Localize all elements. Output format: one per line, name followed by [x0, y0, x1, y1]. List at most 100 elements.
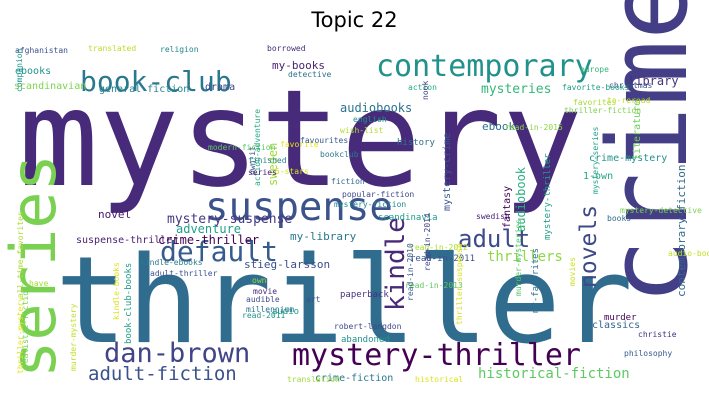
- word-read-in-2013: read-in-2013: [405, 281, 463, 290]
- word-mystery-detective: mystery-detective: [620, 206, 702, 215]
- word-novels: novels: [576, 205, 602, 288]
- word-have: have: [29, 279, 48, 288]
- word-mystery-thriller: mystery-thriller: [292, 338, 581, 373]
- word-dan-brown: dan-brown: [104, 338, 250, 369]
- word-mystery: mystery: [18, 61, 583, 217]
- word-adventure: adventure: [176, 222, 241, 236]
- word-scandinavia: scandinavia: [378, 213, 438, 223]
- word-novel: novel: [98, 208, 131, 221]
- word-crime-mystery: crime-mystery: [589, 153, 667, 164]
- word-crime: crime: [584, 0, 709, 305]
- word-translated: translated: [88, 44, 136, 53]
- word-nook: nook: [421, 81, 430, 100]
- word-adult-thriller: adult-thriller: [150, 269, 218, 278]
- word-ebooks: ebooks: [15, 66, 51, 77]
- word-audiobooks: audiobooks: [340, 101, 412, 115]
- word-movies: movies: [568, 257, 577, 286]
- word-classics: classics: [592, 320, 640, 331]
- word-all-time-favorites: all-time-favorites: [16, 211, 25, 298]
- word-suspense: suspense: [205, 185, 393, 230]
- word-kindle: kindle: [381, 217, 411, 311]
- word-default: default: [160, 235, 278, 268]
- word-general-fiction: general-fiction: [99, 84, 189, 95]
- word-audio-books: audio-books: [668, 249, 709, 258]
- word-art: art: [306, 295, 321, 304]
- word-modern-fiction: modern-fiction: [208, 143, 276, 152]
- word-historical: historical: [415, 375, 463, 384]
- word-own: own: [252, 276, 267, 285]
- word-my-library: my-library: [290, 230, 357, 243]
- word-library: library: [628, 74, 679, 88]
- word-audio: audio: [272, 307, 299, 317]
- word-adult: adult: [458, 225, 530, 253]
- word-crime-fiction: crime-fiction: [315, 373, 393, 384]
- word-my-books: my-books: [272, 59, 325, 72]
- word-ebook: ebook: [482, 120, 515, 133]
- word-borrowed: borrowed: [267, 44, 306, 53]
- word-literature: literature: [632, 100, 643, 160]
- word-read-in-2015: read-in-2015: [505, 123, 563, 132]
- word-thrillers: thrillers: [487, 249, 563, 265]
- word-favorite: favorite: [280, 140, 319, 149]
- word-favourites: favourites: [300, 136, 348, 145]
- word-finished: finished: [248, 156, 287, 165]
- word-mystery-series: mystery-series: [591, 126, 600, 194]
- word-read-in-2014: read-in-2014: [423, 213, 432, 271]
- word-audiobook: audiobook: [514, 166, 528, 232]
- word-mystery-crime: mystery-crime: [442, 133, 453, 211]
- word-christmas: christmas: [609, 81, 653, 90]
- word-fantasy: fantasy: [502, 186, 513, 228]
- word-millennium: millennium: [246, 305, 294, 314]
- word-contemporary-fiction: contemporary-fiction: [675, 165, 688, 297]
- word-book-club-books: book-club-books: [124, 263, 134, 344]
- word-sweden: sweden: [266, 143, 280, 186]
- word-swedish: swedish: [476, 212, 510, 221]
- word-read-in-2011: read-in-2011: [410, 254, 475, 264]
- word-favorites: favorites: [573, 98, 617, 107]
- word-stieg-larsson: stieg-larsson: [244, 258, 330, 271]
- word-audible: audible: [246, 295, 280, 304]
- word-crime-thriller: crime-thriller: [158, 233, 259, 247]
- word-paperback: paperback: [340, 290, 389, 300]
- word-suspense-thriller: suspense-thriller: [76, 235, 178, 246]
- word-thriller-suspense: thriller-suspense: [455, 243, 464, 325]
- word-kindle-books: kindle-books: [112, 262, 121, 320]
- word-robert-langdon: robert-langdon: [334, 322, 402, 331]
- word-adult-fiction: adult-fiction: [88, 363, 237, 385]
- word-philosophy: philosophy: [624, 349, 672, 358]
- word-religion: religion: [160, 45, 199, 54]
- word-thriller: thriller: [55, 232, 633, 371]
- word-book-club: book-club: [80, 65, 232, 98]
- word-history: history: [397, 138, 436, 148]
- word-contemporary: contemporary: [376, 49, 593, 84]
- word-detective: detective: [288, 70, 332, 79]
- word-murder-mysteries: murder-mysteries: [514, 219, 523, 296]
- word-own-it: own-it: [248, 146, 257, 175]
- word-popular-fiction: popular-fiction: [342, 190, 414, 199]
- word-1-own: 1-own: [583, 171, 613, 182]
- word-mystery-thriller: mystery-thriller: [543, 153, 553, 240]
- word-mystery-suspense: mystery-suspense: [167, 212, 292, 227]
- word-christie: christie: [638, 330, 677, 339]
- word-kindle-ebooks: kindle-ebooks: [140, 258, 203, 267]
- word-mysteries: mysteries: [481, 82, 551, 97]
- word-english: english: [353, 115, 387, 124]
- word-series: series: [0, 154, 70, 378]
- word-to-reread: to-reread: [607, 96, 651, 105]
- word-murder: murder: [604, 313, 637, 323]
- word-scandinavian: scandinavian: [14, 81, 86, 92]
- word-bookclub: bookclub: [320, 150, 359, 159]
- word-movie: movie: [253, 287, 277, 296]
- word-read-in-2012: read-in-2012: [410, 243, 468, 252]
- word-series: series: [248, 168, 277, 177]
- word-action-adventure: action-adventure: [253, 109, 262, 186]
- word-companion: companion: [15, 48, 24, 92]
- word-read-2011: read-2011: [242, 311, 286, 320]
- word-abandoned: abandoned: [341, 335, 390, 345]
- word-translation: translation: [287, 375, 340, 384]
- word-my-favorites: my-favorites: [531, 248, 541, 313]
- word-murder-mystery: murder-mystery: [69, 303, 78, 371]
- word-mystery-fiction: mystery-fiction: [334, 200, 406, 209]
- word-5-stars: 5-stars: [275, 167, 309, 176]
